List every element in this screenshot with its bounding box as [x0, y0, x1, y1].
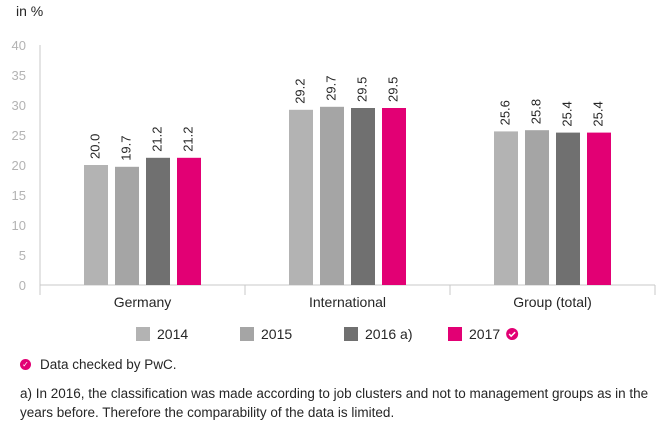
- data-label: 29.5: [354, 77, 369, 102]
- data-label: 21.2: [149, 126, 164, 151]
- bar: [494, 131, 518, 285]
- y-tick-label: 25: [12, 128, 26, 143]
- y-tick-label: 5: [19, 248, 26, 263]
- bar: [587, 132, 611, 285]
- check-icon: ✓: [20, 359, 31, 370]
- data-label: 25.4: [559, 101, 574, 126]
- bar: [320, 106, 344, 285]
- bar: [177, 157, 201, 285]
- bar: [382, 108, 406, 285]
- data-label: 25.8: [528, 99, 543, 124]
- pwc-note: ✓ Data checked by PwC.: [20, 355, 650, 374]
- y-tick-label: 10: [12, 218, 26, 233]
- bars-group: 20.0 19.7 21.2 21.2 29.2 29.7 29.5 29.5 25.6 25.8…: [84, 75, 611, 285]
- legend-label: 2015: [261, 326, 292, 342]
- legend-swatch: [136, 327, 150, 341]
- legend-label: 2017: [469, 326, 500, 342]
- x-tick-label: International: [309, 294, 386, 310]
- legend-swatch: [448, 327, 462, 341]
- data-label: 21.2: [180, 126, 195, 151]
- x-tick-label: Group (total): [513, 294, 592, 310]
- bar: [351, 108, 375, 285]
- y-tick-label: 20: [12, 158, 26, 173]
- check-mark: [508, 331, 516, 338]
- data-label: 25.6: [497, 100, 512, 125]
- bar: [84, 165, 108, 285]
- footnote: a) In 2016, the classification was made …: [20, 386, 649, 420]
- legend-label: 2014: [157, 326, 188, 342]
- data-label: 29.7: [323, 75, 338, 100]
- legend: 2014 2015 2016 a) 2017: [136, 326, 519, 342]
- bar-chart: in % 0 5 10 15 20 25 30 35 40 Germany Internationa…: [12, 3, 656, 342]
- axes: 0 5 10 15 20 25 30 35 40 Germany International Grou…: [12, 38, 656, 310]
- pwc-note-text: Data checked by PwC.: [40, 357, 177, 372]
- data-label: 20.0: [87, 134, 102, 159]
- data-label: 19.7: [118, 135, 133, 160]
- y-tick-label: 30: [12, 98, 26, 113]
- unit-label: in %: [16, 3, 43, 19]
- data-label: 29.5: [385, 77, 400, 102]
- bar: [146, 157, 170, 285]
- bar: [556, 132, 580, 285]
- check-icon: [506, 328, 519, 340]
- bar: [115, 166, 139, 285]
- data-label: 25.4: [590, 101, 605, 126]
- legend-swatch: [240, 327, 254, 341]
- x-tick-label: Germany: [114, 294, 172, 310]
- legend-label: 2016 a): [365, 326, 412, 342]
- data-label: 29.2: [292, 78, 307, 103]
- y-tick-label: 35: [12, 68, 26, 83]
- bar: [525, 130, 549, 285]
- y-tick-label: 40: [12, 38, 26, 53]
- y-tick-label: 15: [12, 188, 26, 203]
- legend-swatch: [344, 327, 358, 341]
- bar: [289, 109, 313, 285]
- notes: ✓ Data checked by PwC. a) In 2016, the c…: [20, 355, 650, 422]
- y-tick-label: 0: [19, 278, 26, 293]
